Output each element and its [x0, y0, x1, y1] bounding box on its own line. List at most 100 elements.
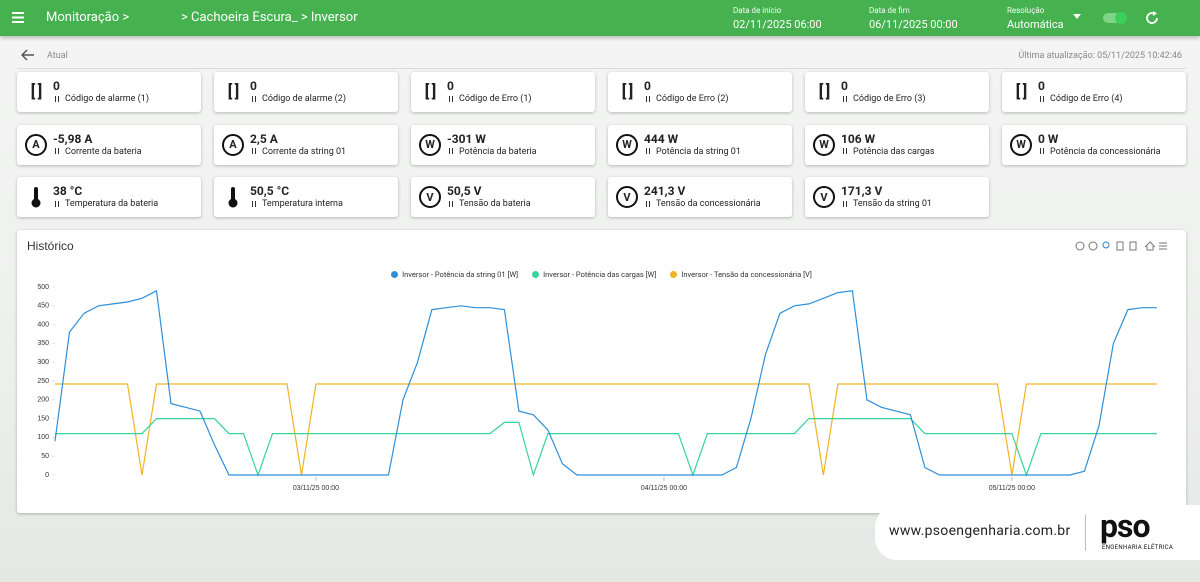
- x-tick-label: 04/11/25 00:00: [641, 485, 687, 492]
- metric-card: [ ] 0 Código de alarme (2): [214, 72, 398, 112]
- y-tick-label: 0: [45, 472, 49, 479]
- chart-card: Histórico 0 50 100 150 200 250 300 350 400 450 500…: [17, 230, 1186, 513]
- legend-swatch: [670, 271, 678, 278]
- footer-logo-box: www.psoengenharia.com.br pso ENGENHARIA …: [875, 505, 1200, 560]
- end-value[interactable]: 06/11/2025 00:00: [869, 18, 958, 31]
- legend-label: Inversor - Potência das cargas [W]: [543, 270, 657, 279]
- card-icon: [ ]: [227, 82, 240, 102]
- x-tick-label: 05/11/25 00:00: [989, 485, 1035, 492]
- card-icon: [ ]: [621, 82, 634, 102]
- current-label: Atual: [47, 51, 68, 61]
- card-value: 106 W: [841, 131, 876, 146]
- metric-card: [ ] 0 Código de Erro (3): [805, 72, 989, 112]
- card-value: 0: [644, 79, 651, 93]
- card-icon: A: [222, 133, 244, 156]
- card-label: Código de Erro (1): [447, 94, 532, 104]
- app-title[interactable]: Monitoração >: [46, 10, 130, 25]
- card-label: Potência da bateria: [447, 147, 536, 157]
- metric-card: V 241,3 V Tensão da concessionária: [608, 177, 792, 217]
- start-value[interactable]: 02/11/2025 06:00: [733, 18, 822, 31]
- card-label: Corrente da string 01: [250, 147, 346, 157]
- metric-card: W 106 W Potência das cargas: [805, 124, 989, 165]
- card-icon: W: [1010, 133, 1032, 156]
- metric-card: [ ] 0 Código de Erro (2): [608, 72, 792, 112]
- metric-card: V 171,3 V Tensão da string 01: [805, 177, 989, 217]
- legend-item: Inversor - Potência das cargas [W]: [532, 270, 656, 279]
- card-icon: [222, 186, 244, 208]
- menu-icon[interactable]: [12, 12, 24, 23]
- card-value: 2,5 A: [250, 131, 278, 146]
- metric-card: W 444 W Potência da string 01: [608, 124, 792, 165]
- card-value: 50,5 °C: [250, 184, 290, 198]
- metric-card: A 2,5 A Corrente da string 01: [214, 124, 398, 165]
- card-value: 0: [1038, 79, 1045, 93]
- card-label: Temperatura interna: [250, 199, 343, 209]
- y-tick-label: 50: [41, 453, 49, 460]
- resolution-label: Resolução: [1007, 6, 1045, 15]
- last-update: Última atualização: 05/11/2025 10:42:46: [1018, 51, 1182, 61]
- card-icon: W: [813, 133, 835, 156]
- series-line: [55, 383, 1157, 476]
- card-value: -5,98 A: [53, 131, 93, 146]
- card-value: 50,5 V: [447, 184, 482, 198]
- legend-swatch: [391, 271, 399, 278]
- card-label: Corrente da bateria: [53, 147, 142, 157]
- y-tick-label: 350: [37, 340, 49, 347]
- metric-card: W -301 W Potência da bateria: [411, 124, 595, 165]
- card-label: Código de Erro (3): [841, 94, 926, 104]
- end-label: Data de fim: [869, 6, 910, 15]
- y-tick-label: 200: [37, 397, 49, 404]
- card-icon: W: [616, 133, 638, 156]
- card-icon: A: [25, 133, 47, 156]
- thermometer-icon: [228, 187, 238, 208]
- top-bar: Monitoração > > Cachoeira Escura_ > Inve…: [0, 0, 1200, 36]
- card-label: Código de Erro (4): [1038, 94, 1123, 104]
- legend-label: Inversor - Tensão da concessionária [V]: [681, 270, 812, 279]
- card-label: Potência da string 01: [644, 147, 741, 157]
- card-label: Tensão da concessionária: [644, 199, 761, 209]
- card-icon: V: [419, 186, 441, 208]
- refresh-icon[interactable]: [1144, 10, 1160, 26]
- chart-title: Histórico: [27, 239, 74, 253]
- card-icon: W: [419, 133, 441, 156]
- card-icon: [ ]: [30, 82, 43, 102]
- legend-item: Inversor - Potência da string 01 [W]: [391, 270, 518, 279]
- y-tick-label: 300: [37, 359, 49, 366]
- card-value: -301 W: [447, 131, 486, 146]
- divider: [1085, 515, 1086, 551]
- resolution-value[interactable]: Automática: [1007, 18, 1064, 31]
- chart-toolbar[interactable]: [1075, 241, 1167, 251]
- x-tick-label: 03/11/25 00:00: [293, 485, 339, 492]
- card-icon: [ ]: [424, 82, 437, 102]
- y-tick-label: 150: [37, 415, 49, 422]
- card-label: Código de Erro (2): [644, 94, 729, 104]
- metric-card: W 0 W Potência da concessionária: [1002, 124, 1186, 165]
- metric-card: [ ] 0 Código de Erro (1): [411, 72, 595, 112]
- card-value: 0: [447, 79, 454, 93]
- card-value: 0: [53, 79, 60, 93]
- series-line: [55, 418, 1157, 478]
- start-label: Data de início: [733, 6, 782, 15]
- card-value: 444 W: [644, 131, 679, 146]
- legend-swatch: [532, 271, 540, 278]
- metric-card: 50,5 °C Temperatura interna: [214, 177, 398, 217]
- toggle[interactable]: [1103, 11, 1129, 25]
- card-value: 38 °C: [53, 184, 83, 198]
- logo: pso: [1100, 507, 1150, 545]
- card-value: 241,3 V: [644, 184, 686, 198]
- card-icon: [ ]: [1015, 82, 1028, 102]
- breadcrumb[interactable]: > Cachoeira Escura_ > Inversor: [181, 10, 358, 25]
- legend: Inversor - Potência da string 01 [W] Inve…: [17, 270, 1186, 279]
- y-tick-label: 500: [37, 284, 49, 291]
- thermometer-icon: [31, 187, 41, 208]
- card-value: 0: [841, 79, 848, 93]
- card-value: 0: [250, 79, 257, 93]
- card-label: Tensão da string 01: [841, 199, 932, 209]
- card-value: 171,3 V: [841, 184, 883, 198]
- dropdown-arrow[interactable]: [1073, 14, 1081, 20]
- website[interactable]: www.psoengenharia.com.br: [889, 523, 1071, 539]
- card-icon: V: [813, 186, 835, 208]
- back-arrow[interactable]: [21, 49, 35, 61]
- metric-card: 38 °C Temperatura da bateria: [17, 177, 201, 217]
- legend-item: Inversor - Tensão da concessionária [V]: [670, 270, 812, 279]
